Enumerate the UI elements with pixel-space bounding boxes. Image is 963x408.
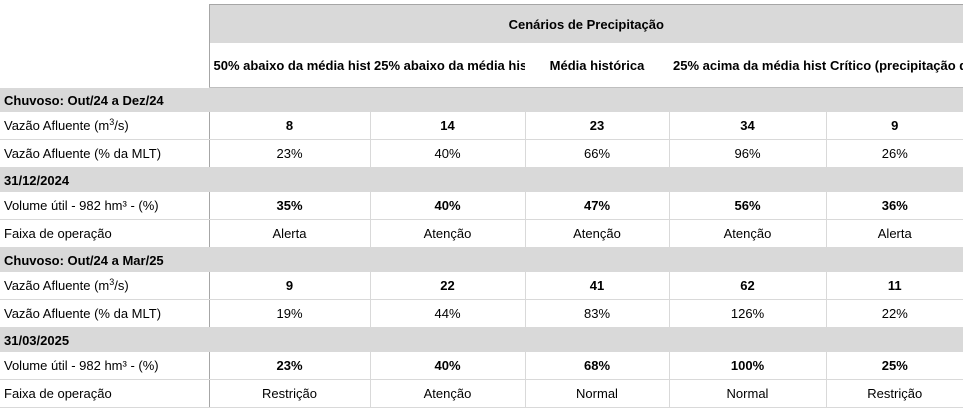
value-cell: 66% [524, 139, 669, 168]
column-header: 50% abaixo da média histórica [208, 43, 370, 88]
section-title: Chuvoso: Out/24 a Dez/24 [0, 87, 963, 112]
column-header: Média histórica [525, 43, 669, 88]
value-cell: 25% [825, 352, 963, 380]
value-cell: 47% [524, 192, 669, 220]
value-cell: 9 [825, 112, 963, 140]
table-row: Vazão Afluente (% da MLT) 23% 40% 66% 96% 26% [0, 139, 963, 168]
value-cell: Restrição [208, 379, 370, 408]
precipitation-scenarios-table: Cenários de Precipitação 50% abaixo da m… [0, 4, 963, 408]
row-label-superscript: 3 [109, 277, 115, 287]
row-label: Vazão Afluente (m3/s) [0, 272, 209, 300]
row-label: Vazão Afluente (% da MLT) [0, 139, 209, 168]
value-cell: 36% [825, 192, 963, 220]
row-label: Faixa de operação [0, 379, 209, 408]
value-cell: 8 [208, 112, 370, 140]
row-label-text: /s) [114, 278, 129, 293]
table-row: Vazão Afluente (m3/s) 8 14 23 34 9 [0, 112, 963, 140]
row-label-text: Vazão Afluente (m [4, 278, 110, 293]
value-cell: 26% [825, 139, 963, 168]
row-label: Vazão Afluente (m3/s) [0, 112, 209, 140]
row-label-text: /s) [114, 118, 129, 133]
row-label: Volume útil - 982 hm³ - (%) [0, 192, 209, 220]
table-row: Faixa de operação Alerta Atenção Atenção Ate… [0, 219, 963, 248]
column-header-row: 50% abaixo da média histórica 25% abaixo… [0, 43, 963, 88]
value-cell: 40% [369, 352, 525, 380]
column-header: 25% acima da média histórica [669, 43, 826, 88]
value-cell: Atenção [369, 379, 525, 408]
table-row: Volume útil - 982 hm³ - (%) 35% 40% 47% 56% 3… [0, 192, 963, 220]
value-cell: 35% [208, 192, 370, 220]
value-cell: 14 [369, 112, 525, 140]
value-cell: Atenção [369, 219, 525, 248]
table-row: Volume útil - 982 hm³ - (%) 23% 40% 68% 100%… [0, 352, 963, 380]
value-cell: 68% [524, 352, 669, 380]
column-header: Crítico (precipitação de 2013/2014) [826, 43, 963, 88]
value-cell: 83% [524, 299, 669, 328]
section-title: 31/03/2025 [0, 327, 963, 352]
column-header: 25% abaixo da média histórica [370, 43, 525, 88]
row-label: Faixa de operação [0, 219, 209, 248]
value-cell: 96% [668, 139, 826, 168]
value-cell: Restrição [825, 379, 963, 408]
value-cell: 23 [524, 112, 669, 140]
value-cell: 41 [524, 272, 669, 300]
section-title: 31/12/2024 [0, 167, 963, 192]
section-header-row: Chuvoso: Out/24 a Mar/25 [0, 247, 963, 272]
value-cell: 19% [208, 299, 370, 328]
value-cell: Alerta [208, 219, 370, 248]
value-cell: Atenção [524, 219, 669, 248]
section-title: Chuvoso: Out/24 a Mar/25 [0, 247, 963, 272]
row-label: Volume útil - 982 hm³ - (%) [0, 352, 209, 380]
value-cell: Normal [524, 379, 669, 408]
value-cell: Normal [668, 379, 826, 408]
section-header-row: 31/03/2025 [0, 327, 963, 352]
table-title: Cenários de Precipitação [208, 4, 963, 43]
value-cell: Atenção [668, 219, 826, 248]
value-cell: 44% [369, 299, 525, 328]
section-header-row: Chuvoso: Out/24 a Dez/24 [0, 87, 963, 112]
value-cell: 23% [208, 352, 370, 380]
value-cell: 100% [668, 352, 826, 380]
value-cell: 126% [668, 299, 826, 328]
value-cell: 40% [369, 192, 525, 220]
header-corner-cell [0, 43, 209, 88]
section-header-row: 31/12/2024 [0, 167, 963, 192]
value-cell: 11 [825, 272, 963, 300]
table-row: Vazão Afluente (% da MLT) 19% 44% 83% 126% 22… [0, 299, 963, 328]
value-cell: 22% [825, 299, 963, 328]
value-cell: 56% [668, 192, 826, 220]
row-label-superscript: 3 [109, 117, 115, 127]
corner-cell [0, 4, 209, 43]
value-cell: 23% [208, 139, 370, 168]
value-cell: 9 [208, 272, 370, 300]
table-row: Faixa de operação Restrição Atenção Normal N… [0, 379, 963, 408]
table-row: Vazão Afluente (m3/s) 9 22 41 62 11 [0, 272, 963, 300]
row-label-text: Vazão Afluente (m [4, 118, 110, 133]
value-cell: 22 [369, 272, 525, 300]
title-row: Cenários de Precipitação [0, 4, 963, 43]
value-cell: Alerta [825, 219, 963, 248]
value-cell: 40% [369, 139, 525, 168]
value-cell: 62 [668, 272, 826, 300]
value-cell: 34 [668, 112, 826, 140]
row-label: Vazão Afluente (% da MLT) [0, 299, 209, 328]
